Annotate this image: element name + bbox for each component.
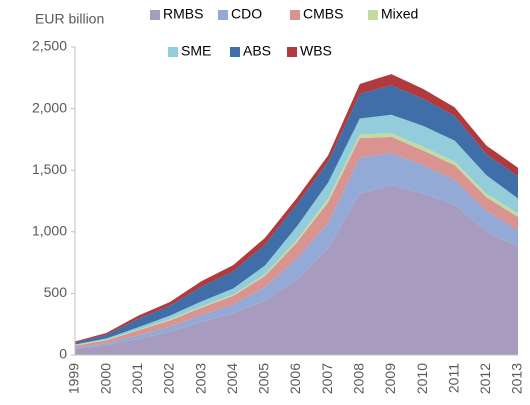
- y-tick-label: 500: [44, 284, 68, 300]
- legend-label: CDO: [231, 6, 262, 22]
- x-tick-label: 2007: [319, 363, 335, 394]
- legend-label: RMBS: [163, 6, 203, 22]
- x-tick-label: 2012: [477, 363, 493, 394]
- legend-label: SME: [181, 43, 211, 59]
- legend-swatch: [287, 47, 297, 57]
- x-tick-label: 2011: [445, 363, 461, 393]
- x-tick-label: 2005: [256, 363, 272, 394]
- legend-swatch: [230, 47, 240, 57]
- x-tick-label: 2001: [129, 363, 145, 394]
- legend-label: ABS: [243, 43, 271, 59]
- x-tick-label: 2003: [192, 363, 208, 394]
- area: [75, 85, 518, 345]
- area: [75, 114, 518, 346]
- y-tick-label: 0: [59, 346, 67, 362]
- y-tick-label: 1,000: [32, 223, 67, 239]
- legend-label: WBS: [300, 43, 332, 59]
- x-tick-label: 2004: [224, 363, 240, 394]
- x-tick-label: 2013: [509, 363, 525, 394]
- legend-swatch: [218, 10, 228, 20]
- legend-swatch: [368, 10, 378, 20]
- legend-swatch: [290, 10, 300, 20]
- x-tick-label: 1999: [66, 363, 82, 394]
- y-tick-label: 1,500: [32, 161, 67, 177]
- x-tick-label: 2010: [414, 363, 430, 394]
- x-tick-label: 2008: [350, 363, 366, 394]
- x-tick-label: 2006: [287, 363, 303, 394]
- legend-label: CMBS: [303, 6, 343, 22]
- legend-swatch: [150, 10, 160, 20]
- x-tick-label: 2002: [161, 363, 177, 394]
- y-tick-label: 2,500: [32, 38, 67, 54]
- area: [75, 184, 518, 355]
- legend-swatch: [168, 47, 178, 57]
- legend-label: Mixed: [381, 6, 418, 22]
- x-tick-label: 2009: [382, 363, 398, 394]
- y-axis-label: EUR billion: [35, 11, 104, 27]
- y-tick-label: 2,000: [32, 99, 67, 115]
- x-tick-label: 2000: [97, 363, 113, 394]
